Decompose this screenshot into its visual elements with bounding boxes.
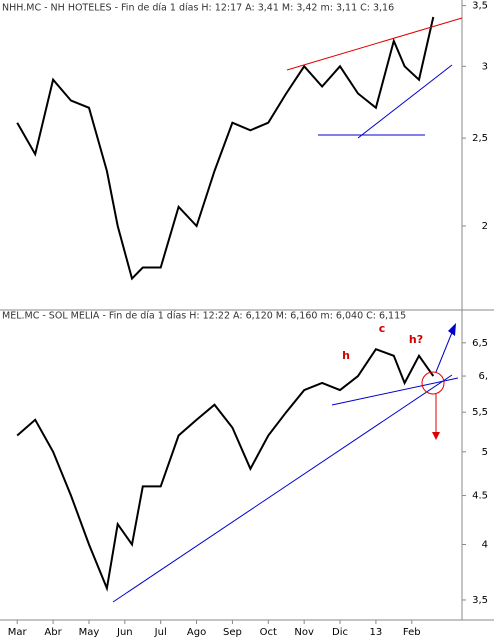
x-tick-label: Jul xyxy=(154,627,167,638)
trend-line xyxy=(357,64,453,139)
y-tick-label: 6,5 xyxy=(472,338,488,349)
x-tick-label: Abr xyxy=(44,627,62,638)
arrow-head xyxy=(432,432,440,440)
x-tick-label: Dic xyxy=(332,627,348,638)
y-tick-label: 2 xyxy=(482,221,488,232)
x-tick-label: 13 xyxy=(370,627,383,638)
arrow-head xyxy=(448,323,456,336)
x-tick-label: Jun xyxy=(116,627,133,638)
y-tick-label: 3,5 xyxy=(472,1,488,12)
y-tick-label: 4 xyxy=(482,539,488,550)
y-tick-label: 5 xyxy=(482,447,488,458)
x-tick-label: Feb xyxy=(403,627,421,638)
x-tick-label: Ago xyxy=(187,627,206,638)
y-tick-label: 3 xyxy=(482,61,488,72)
y-tick-label: 2,5 xyxy=(472,133,488,144)
panel-title: MEL.MC - SOL MELIA - Fin de día 1 días H… xyxy=(2,311,406,322)
annotation: h? xyxy=(409,333,423,346)
annotation: h xyxy=(342,349,350,362)
x-tick-label: Oct xyxy=(260,627,277,638)
trend-line xyxy=(286,17,463,71)
trend-line xyxy=(112,374,453,603)
y-tick-label: 4.5 xyxy=(472,491,488,502)
x-tick-label: May xyxy=(79,627,100,638)
x-tick-label: Sep xyxy=(223,627,242,638)
price-line xyxy=(16,347,435,592)
price-line xyxy=(16,16,435,281)
highlight-circle xyxy=(421,371,445,395)
x-tick-label: Nov xyxy=(294,627,314,638)
panel-title: NHH.MC - NH HOTELES - Fin de día 1 días … xyxy=(2,3,394,14)
y-tick-label: 6, xyxy=(478,371,488,382)
arrow-up xyxy=(435,329,454,373)
neckline xyxy=(331,377,459,406)
y-tick-label: 3,5 xyxy=(472,595,488,606)
x-tick-label: Mar xyxy=(8,627,28,638)
annotation: c xyxy=(379,322,386,335)
y-tick-label: 5,5 xyxy=(472,407,488,418)
